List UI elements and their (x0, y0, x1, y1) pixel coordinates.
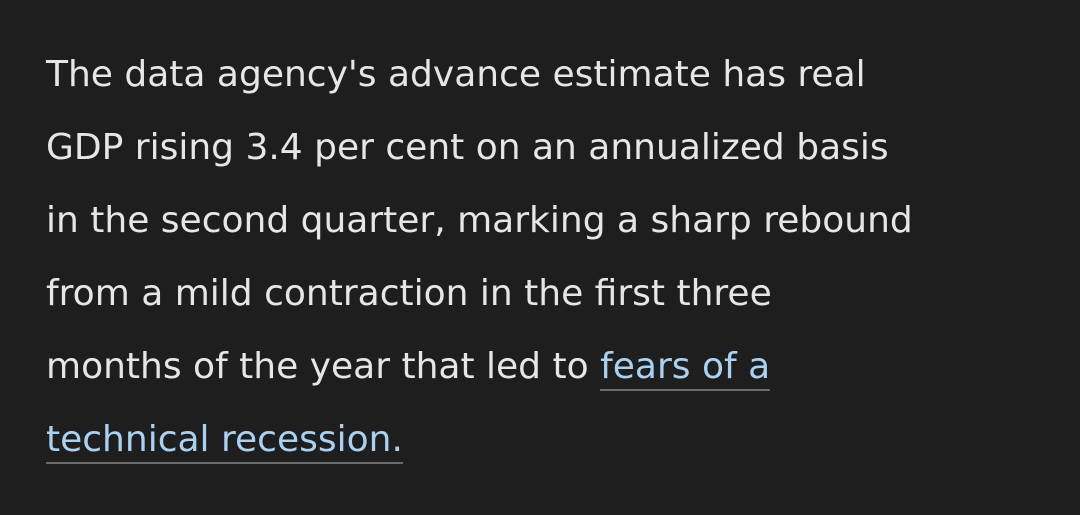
text-segment: months of the year that led to (46, 346, 589, 387)
text-line: from a mild contraction in the first thr… (46, 273, 772, 314)
text-line: technical recession. (46, 403, 913, 476)
link[interactable]: fears of a (600, 346, 771, 391)
paragraph: The data agency's advance estimate has r… (46, 38, 913, 476)
text-line: The data agency's advance estimate has r… (46, 54, 866, 95)
text-line: GDP rising 3.4 per cent on an annualized… (46, 127, 889, 168)
link[interactable]: technical recession. (46, 419, 403, 464)
text-line: months of the year that led to fears of … (46, 330, 913, 403)
text-line: in the second quarter, marking a sharp r… (46, 200, 913, 241)
